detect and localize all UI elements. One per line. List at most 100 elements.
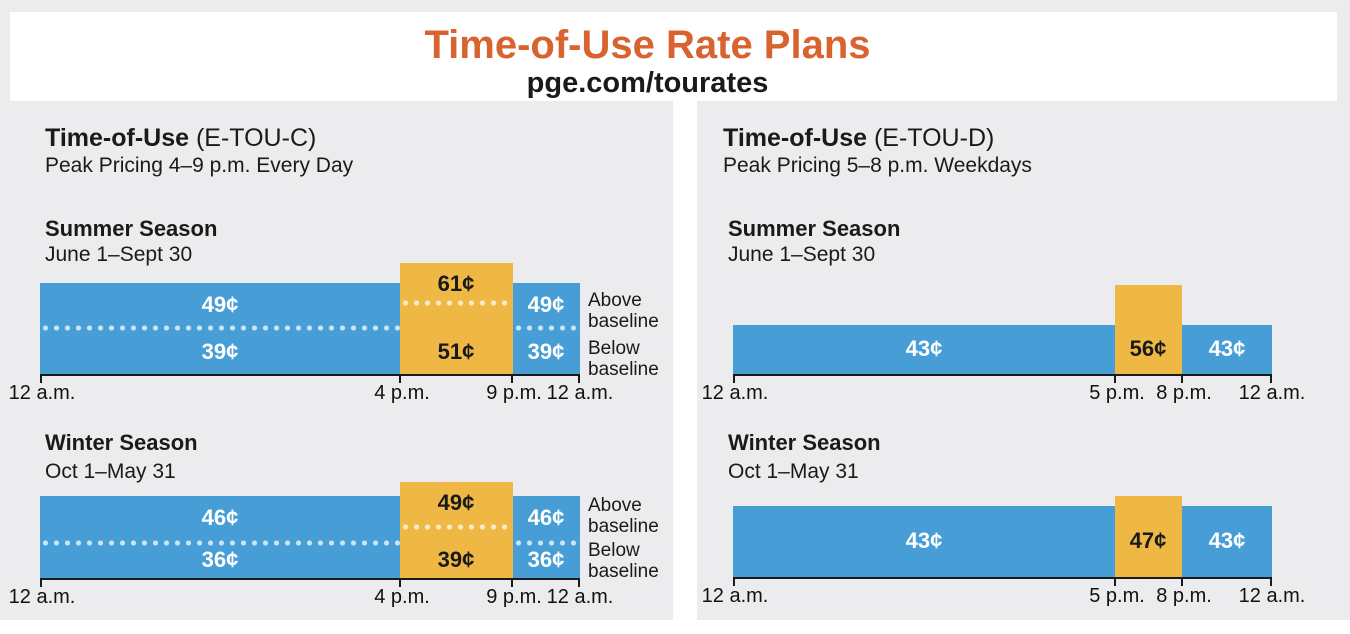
axis-tick	[511, 374, 513, 383]
axis-tick	[733, 577, 735, 586]
offpeak-bar-1	[733, 325, 1115, 374]
axis-tick	[511, 578, 513, 587]
x-axis	[733, 577, 1272, 579]
price-label: 49¢	[527, 292, 565, 317]
price-label: 46¢	[527, 505, 565, 530]
axis-tick-label: 12 a.m.	[1238, 585, 1306, 607]
plan-title-etou-c: Time-of-Use (E-TOU-C)	[45, 123, 316, 153]
panel-etou-d: Time-of-Use (E-TOU-D) Peak Pricing 5–8 p…	[697, 102, 1340, 620]
axis-tick	[1114, 577, 1116, 586]
season-title-winter: Winter Season	[728, 430, 881, 455]
axis-tick	[1181, 374, 1183, 383]
price-label: 49¢	[201, 292, 239, 317]
header: Time-of-Use Rate Plans pge.com/tourates	[10, 12, 1337, 101]
plan-subtitle: Peak Pricing 4–9 p.m. Every Day	[45, 154, 354, 177]
plan-name: Time-of-Use	[723, 124, 868, 152]
page-title: Time-of-Use Rate Plans	[424, 23, 871, 67]
axis-tick-label: 12 a.m.	[701, 585, 769, 607]
plan-name: Time-of-Use	[45, 124, 190, 152]
panel-etou-c: Time-of-Use (E-TOU-C) Peak Pricing 4–9 p…	[8, 102, 673, 620]
price-label: 46¢	[201, 505, 239, 530]
offpeak-bar-2	[513, 496, 580, 578]
price-label: 61¢	[437, 271, 475, 296]
axis-tick	[1181, 577, 1183, 586]
season-title-winter: Winter Season	[45, 430, 198, 455]
axis-tick-label: 12 a.m.	[701, 382, 769, 404]
season-title-summer: Summer Season	[728, 216, 901, 241]
offpeak-bar-2	[1182, 506, 1272, 577]
price-label: 39¢	[201, 339, 239, 364]
price-label: 49¢	[437, 490, 475, 515]
axis-tick	[578, 374, 580, 383]
axis-tick-label: 5 p.m.	[1089, 585, 1145, 607]
label-line: baseline	[588, 516, 659, 537]
x-axis	[40, 374, 580, 376]
above-baseline-label: Above baseline	[588, 495, 659, 537]
price-label: 36¢	[527, 547, 565, 572]
axis-tick	[399, 374, 401, 383]
baseline-dotted-line	[400, 524, 513, 530]
baseline-dotted-line	[40, 325, 400, 331]
below-baseline-label: Below baseline	[588, 338, 659, 380]
axis-tick	[1270, 374, 1272, 383]
axis-tick-label: 4 p.m.	[374, 586, 430, 608]
label-line: baseline	[588, 561, 659, 582]
plan-title-etou-d: Time-of-Use (E-TOU-D)	[723, 123, 994, 153]
offpeak-bar-1	[733, 506, 1115, 577]
price-label: 51¢	[437, 339, 475, 364]
price-label: 36¢	[201, 547, 239, 572]
season-title-summer: Summer Season	[45, 216, 218, 241]
peak-bar	[1115, 285, 1182, 374]
axis-tick-label: 12 a.m.	[8, 586, 76, 608]
below-baseline-label: Below baseline	[588, 540, 659, 582]
plan-subtitle: Peak Pricing 5–8 p.m. Weekdays	[723, 154, 1032, 177]
peak-bar	[400, 263, 513, 374]
above-baseline-label: Above baseline	[588, 290, 659, 332]
axis-tick	[578, 578, 580, 587]
baseline-dotted-line	[513, 540, 580, 546]
price-label: 43¢	[905, 336, 943, 361]
peak-bar	[400, 482, 513, 578]
axis-tick	[40, 374, 42, 383]
offpeak-bar-1	[40, 496, 400, 578]
axis-tick-label: 9 p.m.	[486, 586, 542, 608]
price-label: 43¢	[1208, 336, 1246, 361]
offpeak-bar-2	[1182, 325, 1272, 374]
axis-tick-label: 4 p.m.	[374, 382, 430, 404]
baseline-dotted-line	[513, 325, 580, 331]
label-line: Below	[588, 338, 640, 359]
x-axis	[40, 578, 580, 580]
label-line: baseline	[588, 311, 659, 332]
plan-code: (E-TOU-C)	[195, 124, 317, 152]
label-line: Above	[588, 495, 642, 516]
baseline-dotted-line	[40, 540, 400, 546]
label-line: Below	[588, 540, 640, 561]
axis-tick-label: 12 a.m.	[1238, 382, 1306, 404]
axis-tick-label: 12 a.m.	[8, 382, 76, 404]
axis-tick	[1270, 577, 1272, 586]
axis-tick-label: 9 p.m.	[486, 382, 542, 404]
season-dates-winter: Oct 1–May 31	[45, 460, 176, 483]
season-dates-winter: Oct 1–May 31	[728, 460, 859, 483]
axis-tick	[733, 374, 735, 383]
baseline-dotted-line	[400, 300, 513, 306]
x-axis	[733, 374, 1272, 376]
price-label: 56¢	[1129, 336, 1167, 361]
peak-bar	[1115, 496, 1182, 577]
plan-code: (E-TOU-D)	[873, 124, 995, 152]
price-label: 39¢	[527, 339, 565, 364]
axis-tick	[40, 578, 42, 587]
axis-tick-label: 12 a.m.	[546, 382, 614, 404]
label-line: baseline	[588, 359, 659, 380]
axis-tick-label: 5 p.m.	[1089, 382, 1145, 404]
price-label: 47¢	[1129, 528, 1167, 553]
season-dates-summer: June 1–Sept 30	[728, 243, 876, 266]
axis-tick-label: 12 a.m.	[546, 586, 614, 608]
axis-tick	[399, 578, 401, 587]
season-dates-summer: June 1–Sept 30	[45, 243, 193, 266]
price-label: 39¢	[437, 547, 475, 572]
bottom-margin	[0, 620, 1350, 634]
axis-tick-label: 8 p.m.	[1156, 585, 1212, 607]
site-url: pge.com/tourates	[526, 67, 769, 99]
panel-gap-divider	[673, 101, 697, 620]
